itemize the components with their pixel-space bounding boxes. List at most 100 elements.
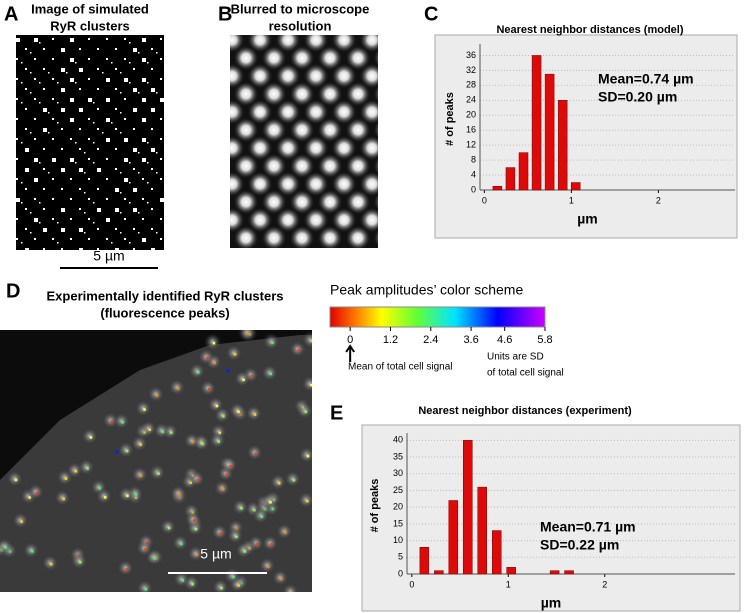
y-tick-label: 20 [466,110,476,120]
cluster [133,48,137,52]
colorbar-tick-label: 4.6 [497,334,512,346]
blur-spot [275,99,301,125]
cluster [115,168,117,170]
cluster [97,128,99,130]
cluster [160,38,162,40]
peak [255,543,259,546]
cluster [133,248,135,250]
cluster [21,82,23,84]
bar [419,547,430,575]
peak [280,577,283,581]
cluster [88,218,90,220]
x-tick-label: 0 [409,579,414,589]
cluster [16,98,18,100]
cluster [169,88,171,90]
peak [144,588,148,591]
cluster [120,192,122,194]
cluster [39,82,41,84]
blur-spot [303,99,329,125]
cluster [138,252,140,254]
cluster [25,228,27,230]
peak [4,546,7,549]
cluster [142,118,146,122]
cluster [151,128,153,130]
peak [110,420,114,423]
cluster [70,58,74,62]
cluster [97,248,99,250]
cluster [70,238,72,240]
cluster [52,218,54,220]
peak [271,341,274,345]
cluster [142,98,146,102]
blur-spot [303,207,329,233]
cluster [106,178,108,180]
cluster [165,142,167,144]
peak [79,560,82,564]
peak [167,526,171,530]
bar [491,530,502,575]
blur-spot [247,63,273,89]
blur-spot [303,171,329,197]
cluster [70,78,74,82]
cluster [165,202,167,204]
cluster [88,198,90,200]
bar [531,55,542,191]
blur-spot [233,225,259,248]
cluster [97,208,101,212]
cluster [129,42,131,44]
bar [544,73,555,191]
peak [221,488,225,491]
cluster [61,108,65,112]
colorbar-tick-label: 0 [347,334,353,346]
cluster [124,38,126,40]
cluster [151,148,155,152]
cluster [124,178,128,182]
cluster [133,68,135,70]
x-tick-label: 1 [506,579,511,589]
peak [310,339,312,343]
cluster [79,148,81,150]
peak [74,470,78,473]
cluster [34,138,36,140]
cluster [142,78,146,82]
cluster [106,58,108,60]
cluster [151,188,153,190]
cluster [129,82,131,84]
cluster [30,92,32,94]
y-tick-label: 32 [466,65,476,75]
cluster [30,212,32,214]
cluster [133,108,137,112]
cluster [79,68,83,72]
blur-spot [303,135,329,161]
cluster [133,88,137,92]
cluster [115,188,119,192]
cluster [30,52,32,54]
colorbar-tick-label: 2.4 [423,334,438,346]
cluster [16,138,18,140]
cluster [88,118,90,120]
peak [176,387,180,390]
cluster [124,158,128,162]
peak [284,531,287,534]
cluster [88,238,90,240]
image [230,35,378,248]
cluster [120,172,122,174]
cluster [25,248,29,250]
cluster [16,178,18,180]
cluster [142,58,146,62]
cluster [52,118,54,120]
peak [250,374,253,378]
blur-spot [247,99,273,125]
cluster [84,152,86,154]
peak [292,478,296,482]
cluster [160,118,162,120]
cluster [52,38,54,40]
cluster [88,178,90,180]
cluster [79,128,81,130]
cluster [124,118,126,120]
cluster [174,112,176,114]
cluster [106,118,110,122]
peak [191,440,195,444]
cluster [43,168,45,170]
y-tick-label: 8 [471,154,476,164]
